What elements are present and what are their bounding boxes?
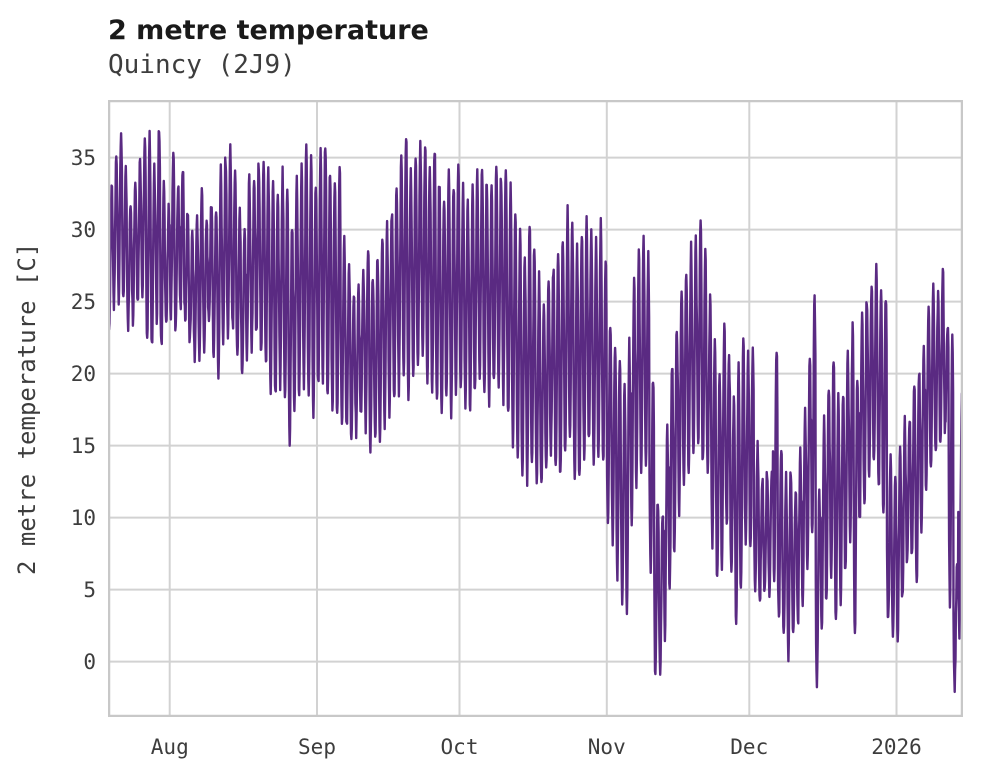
chart-title: 2 metre temperature — [108, 15, 429, 46]
x-tick-label: Nov — [587, 735, 626, 759]
x-tick-label: 2026 — [871, 735, 922, 759]
temperature-line — [108, 129, 963, 694]
y-tick-label: 15 — [70, 433, 96, 458]
y-tick-label: 30 — [70, 217, 96, 242]
plot-border — [108, 100, 963, 717]
y-tick-label: 5 — [83, 577, 96, 602]
y-axis-label: 2 metre temperature [C] — [13, 242, 41, 575]
y-tick-label: 0 — [83, 649, 96, 674]
x-tick-label: Aug — [150, 735, 189, 759]
temperature-chart — [108, 100, 963, 717]
y-tick-label: 10 — [70, 505, 96, 530]
y-tick-label: 35 — [70, 145, 96, 170]
chart-subtitle: Quincy (2J9) — [108, 50, 296, 80]
x-tick-label: Oct — [440, 735, 479, 759]
y-tick-label: 20 — [70, 361, 96, 386]
x-tick-label: Dec — [730, 735, 769, 759]
x-tick-label: Sep — [298, 735, 336, 759]
y-tick-label: 25 — [70, 289, 96, 314]
plot-area — [108, 100, 963, 717]
